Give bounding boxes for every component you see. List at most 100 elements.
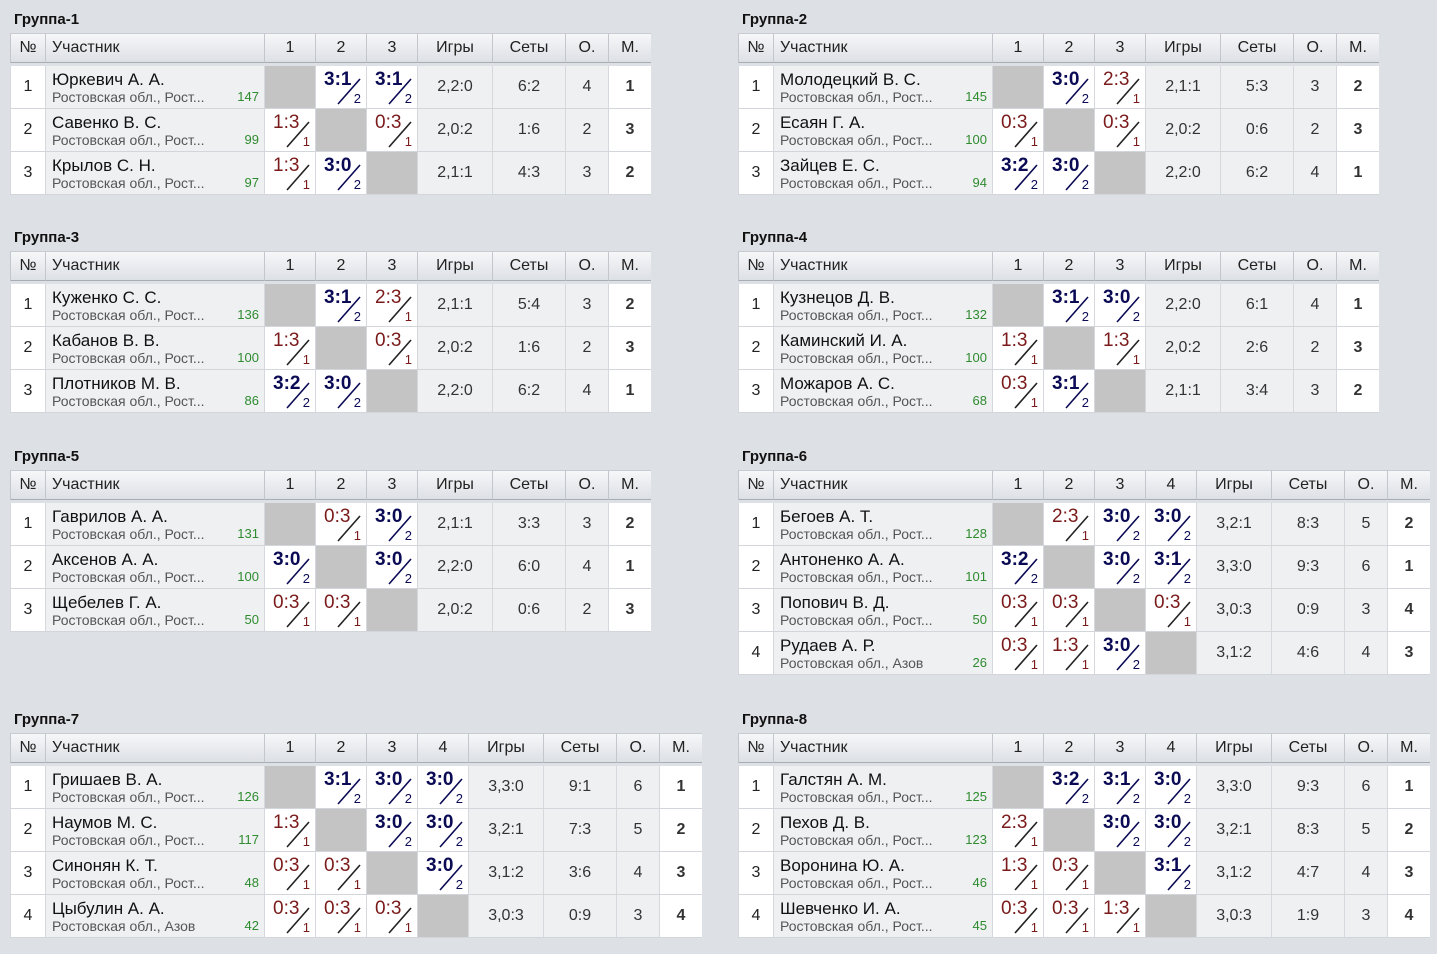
match-result-cell[interactable]: 3:1 2 [1145, 546, 1196, 589]
header-opponent-2[interactable]: 2 [315, 251, 366, 281]
participant-cell[interactable]: Бегоев А. Т. Ростовская обл., Рост... 128 [773, 503, 992, 546]
match-result-cell[interactable]: 0:3 1 [366, 327, 417, 370]
header-num[interactable]: № [738, 733, 773, 763]
participant-cell[interactable]: Крылов С. Н. Ростовская обл., Рост... 97 [45, 152, 264, 195]
match-result-cell[interactable]: 3:0 2 [1043, 66, 1094, 109]
header-place[interactable]: М. [608, 470, 651, 500]
player-name[interactable]: Крылов С. Н. [52, 155, 156, 175]
header-opponent-1[interactable]: 1 [264, 733, 315, 763]
participant-cell[interactable]: Гришаев В. А. Ростовская обл., Рост... 126 [45, 766, 264, 809]
match-result-cell[interactable]: 3:0 2 [264, 546, 315, 589]
player-name[interactable]: Бегоев А. Т. [780, 506, 874, 526]
participant-cell[interactable]: Каминский И. А. Ростовская обл., Рост... 1… [773, 327, 992, 370]
header-games[interactable]: Игры [417, 251, 492, 281]
participant-cell[interactable]: Гаврилов А. А. Ростовская обл., Рост... 13… [45, 503, 264, 546]
match-result-cell[interactable]: 0:3 1 [264, 852, 315, 895]
header-opponent-2[interactable]: 2 [1043, 251, 1094, 281]
header-sets[interactable]: Сеты [492, 470, 565, 500]
match-result-cell[interactable]: 1:3 1 [992, 852, 1043, 895]
header-opponent-1[interactable]: 1 [264, 33, 315, 63]
header-games[interactable]: Игры [468, 733, 543, 763]
header-opponent-1[interactable]: 1 [992, 251, 1043, 281]
match-result-cell[interactable]: 3:0 2 [1094, 284, 1145, 327]
match-result-cell[interactable]: 1:3 1 [1094, 895, 1145, 938]
match-result-cell[interactable]: 3:1 2 [315, 66, 366, 109]
match-result-cell[interactable]: 3:0 2 [366, 503, 417, 546]
match-result-cell[interactable]: 3:0 2 [1094, 503, 1145, 546]
header-opponent-3[interactable]: 3 [366, 251, 417, 281]
header-opponent-4[interactable]: 4 [417, 733, 468, 763]
header-place[interactable]: М. [1387, 470, 1430, 500]
match-result-cell[interactable]: 0:3 1 [992, 632, 1043, 675]
participant-cell[interactable]: Савенко В. С. Ростовская обл., Рост... 99 [45, 109, 264, 152]
header-opponent-2[interactable]: 2 [1043, 733, 1094, 763]
match-result-cell[interactable]: 1:3 1 [264, 809, 315, 852]
player-name[interactable]: Щебелев Г. А. [52, 592, 162, 612]
match-result-cell[interactable]: 3:1 2 [315, 766, 366, 809]
header-points[interactable]: О. [565, 470, 608, 500]
participant-cell[interactable]: Воронина Ю. А. Ростовская обл., Рост... 46 [773, 852, 992, 895]
match-result-cell[interactable]: 0:3 1 [315, 895, 366, 938]
participant-cell[interactable]: Кабанов В. В. Ростовская обл., Рост... 100 [45, 327, 264, 370]
header-opponent-3[interactable]: 3 [1094, 33, 1145, 63]
header-opponent-1[interactable]: 1 [992, 470, 1043, 500]
match-result-cell[interactable]: 0:3 1 [264, 589, 315, 632]
match-result-cell[interactable]: 3:1 2 [366, 66, 417, 109]
match-result-cell[interactable]: 3:0 2 [1043, 152, 1094, 195]
header-opponent-3[interactable]: 3 [1094, 733, 1145, 763]
player-name[interactable]: Можаров А. С. [780, 373, 895, 393]
header-games[interactable]: Игры [1196, 733, 1271, 763]
header-opponent-4[interactable]: 4 [1145, 470, 1196, 500]
header-opponent-2[interactable]: 2 [315, 33, 366, 63]
header-opponent-1[interactable]: 1 [264, 470, 315, 500]
header-sets[interactable]: Сеты [1271, 470, 1344, 500]
match-result-cell[interactable]: 3:0 2 [366, 809, 417, 852]
header-games[interactable]: Игры [417, 470, 492, 500]
match-result-cell[interactable]: 3:0 2 [1145, 503, 1196, 546]
header-place[interactable]: М. [608, 33, 651, 63]
match-result-cell[interactable]: 3:2 2 [992, 546, 1043, 589]
match-result-cell[interactable]: 3:0 2 [417, 766, 468, 809]
participant-cell[interactable]: Попович В. Д. Ростовская обл., Рост... 50 [773, 589, 992, 632]
player-name[interactable]: Кабанов В. В. [52, 330, 160, 350]
participant-cell[interactable]: Галстян А. М. Ростовская обл., Рост... 125 [773, 766, 992, 809]
participant-cell[interactable]: Есаян Г. А. Ростовская обл., Рост... 100 [773, 109, 992, 152]
participant-cell[interactable]: Пехов Д. В. Ростовская обл., Рост... 123 [773, 809, 992, 852]
match-result-cell[interactable]: 3:0 2 [417, 852, 468, 895]
match-result-cell[interactable]: 0:3 1 [1094, 109, 1145, 152]
header-participant[interactable]: Участник [773, 33, 992, 63]
player-name[interactable]: Плотников М. В. [52, 373, 181, 393]
header-participant[interactable]: Участник [45, 33, 264, 63]
header-num[interactable]: № [738, 33, 773, 63]
match-result-cell[interactable]: 3:0 2 [1094, 809, 1145, 852]
header-num[interactable]: № [738, 251, 773, 281]
match-result-cell[interactable]: 2:3 1 [1043, 503, 1094, 546]
header-opponent-3[interactable]: 3 [366, 470, 417, 500]
header-games[interactable]: Игры [1145, 33, 1220, 63]
match-result-cell[interactable]: 3:2 2 [264, 370, 315, 413]
match-result-cell[interactable]: 2:3 1 [992, 809, 1043, 852]
header-place[interactable]: М. [1387, 733, 1430, 763]
header-opponent-2[interactable]: 2 [1043, 470, 1094, 500]
match-result-cell[interactable]: 3:1 2 [315, 284, 366, 327]
player-name[interactable]: Синонян К. Т. [52, 855, 158, 875]
match-result-cell[interactable]: 3:1 2 [1145, 852, 1196, 895]
header-opponent-3[interactable]: 3 [1094, 251, 1145, 281]
match-result-cell[interactable]: 3:2 2 [1043, 766, 1094, 809]
match-result-cell[interactable]: 1:3 1 [264, 109, 315, 152]
player-name[interactable]: Цыбулин А. А. [52, 898, 165, 918]
match-result-cell[interactable]: 0:3 1 [992, 895, 1043, 938]
match-result-cell[interactable]: 1:3 1 [992, 327, 1043, 370]
participant-cell[interactable]: Молодецкий В. С. Ростовская обл., Рост...… [773, 66, 992, 109]
match-result-cell[interactable]: 0:3 1 [992, 109, 1043, 152]
match-result-cell[interactable]: 2:3 1 [366, 284, 417, 327]
header-opponent-4[interactable]: 4 [1145, 733, 1196, 763]
player-name[interactable]: Пехов Д. В. [780, 812, 870, 832]
participant-cell[interactable]: Шевченко И. А. Ростовская обл., Рост... 45 [773, 895, 992, 938]
match-result-cell[interactable]: 3:0 2 [1145, 809, 1196, 852]
participant-cell[interactable]: Щебелев Г. А. Ростовская обл., Рост... 50 [45, 589, 264, 632]
header-opponent-3[interactable]: 3 [366, 33, 417, 63]
match-result-cell[interactable]: 3:1 2 [1094, 766, 1145, 809]
participant-cell[interactable]: Можаров А. С. Ростовская обл., Рост... 68 [773, 370, 992, 413]
header-opponent-1[interactable]: 1 [992, 733, 1043, 763]
